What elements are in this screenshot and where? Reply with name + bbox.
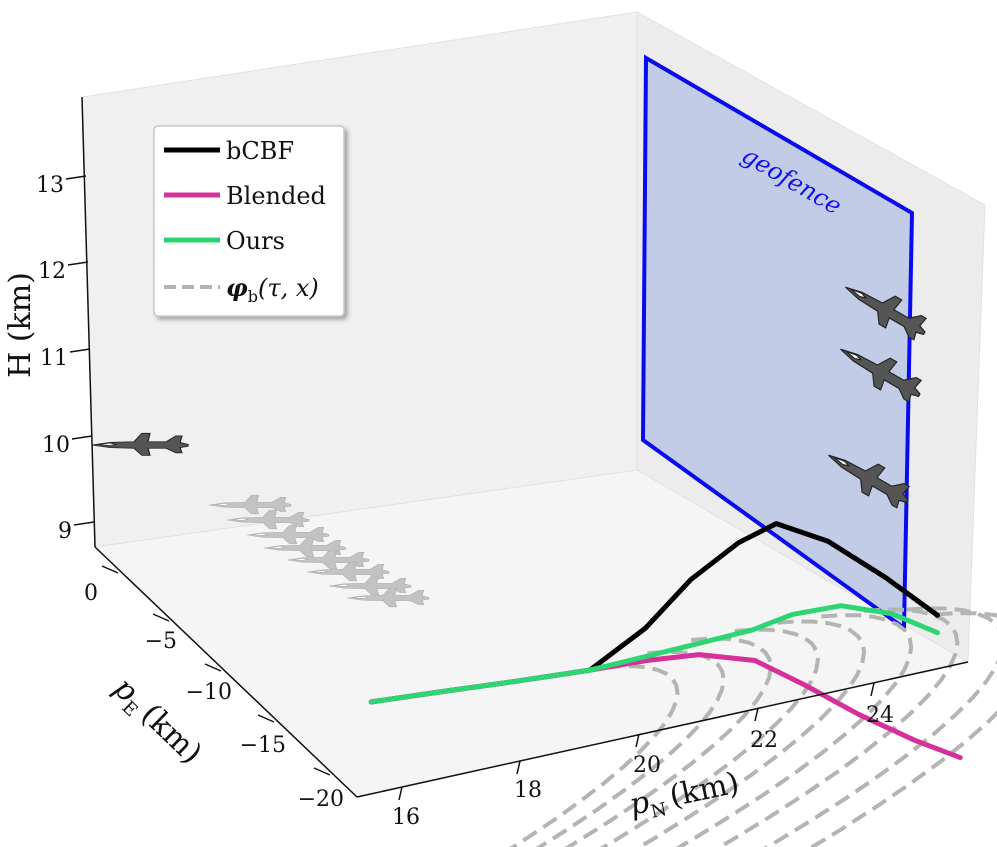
y-axis-label-unit: (km)	[134, 697, 209, 771]
x-tick-mark	[870, 682, 875, 697]
y-axis-line	[94, 546, 358, 798]
legend-label-blended: Blended	[226, 182, 326, 210]
phi-b-dashed-trajectories	[509, 606, 997, 847]
x-tick-label: 16	[392, 805, 420, 830]
legend-phi-args: (τ, x)	[258, 274, 319, 302]
y-tick-label: −10	[186, 680, 232, 705]
z-axis-line	[81, 96, 96, 548]
legend-label-phi: φb(τ, x)	[226, 273, 319, 306]
legend-phi-symbol: φ	[226, 273, 248, 302]
y-tick-mark	[257, 714, 275, 723]
y-tick-mark	[313, 767, 331, 776]
x-axis-label-unit: (km)	[666, 766, 742, 815]
y-tick-label: −20	[298, 787, 344, 812]
y-tick-mark	[101, 565, 119, 574]
series-line-ours	[368, 603, 940, 705]
legend-box	[153, 125, 345, 317]
y-tick-label: 0	[84, 581, 98, 606]
legend-label-bcbf: bCBF	[226, 137, 294, 165]
x-tick-label: 20	[633, 753, 661, 778]
x-axis-line	[356, 661, 969, 798]
x-tick-label: 18	[514, 778, 542, 803]
z-tick-mark	[71, 435, 93, 440]
phi-b-trajectory	[599, 627, 820, 847]
z-tick-mark	[67, 261, 89, 266]
x-tick-label: 24	[866, 703, 894, 728]
phi-b-trajectory	[675, 613, 914, 847]
z-tick-label: 11	[40, 346, 68, 371]
x-tick-mark	[635, 733, 640, 748]
z-tick-label: 12	[38, 259, 66, 284]
x-axis-label-sub: N	[649, 799, 669, 823]
y-tick-mark	[204, 663, 222, 672]
z-tick-mark	[73, 521, 95, 526]
phi-b-trajectory	[635, 619, 867, 847]
z-tick-label: 13	[36, 173, 64, 198]
x-tick-label: 22	[750, 728, 778, 753]
y-tick-label: −15	[240, 733, 286, 758]
series-group	[368, 521, 963, 761]
z-tick-mark	[69, 348, 91, 353]
y-tick-mark	[152, 613, 170, 622]
z-axis-label: H (km)	[3, 272, 38, 378]
legend-label-ours: Ours	[226, 227, 285, 255]
z-tick-label: 9	[58, 519, 72, 544]
y-ticks	[101, 565, 331, 776]
legend: bCBF Blended Ours φb(τ, x)	[153, 125, 345, 317]
x-tick-mark	[398, 786, 403, 801]
z-tick-label: 10	[42, 433, 70, 458]
phi-b-trajectory	[509, 664, 680, 847]
y-tick-label: −5	[145, 629, 177, 654]
z-tick-mark	[65, 175, 87, 180]
legend-phi-sub: b	[248, 287, 258, 306]
x-tick-mark	[516, 760, 521, 775]
x-tick-mark	[754, 707, 759, 722]
phi-b-trajectory	[564, 636, 773, 847]
x-ticks	[398, 682, 875, 801]
z-ticks	[65, 175, 95, 526]
